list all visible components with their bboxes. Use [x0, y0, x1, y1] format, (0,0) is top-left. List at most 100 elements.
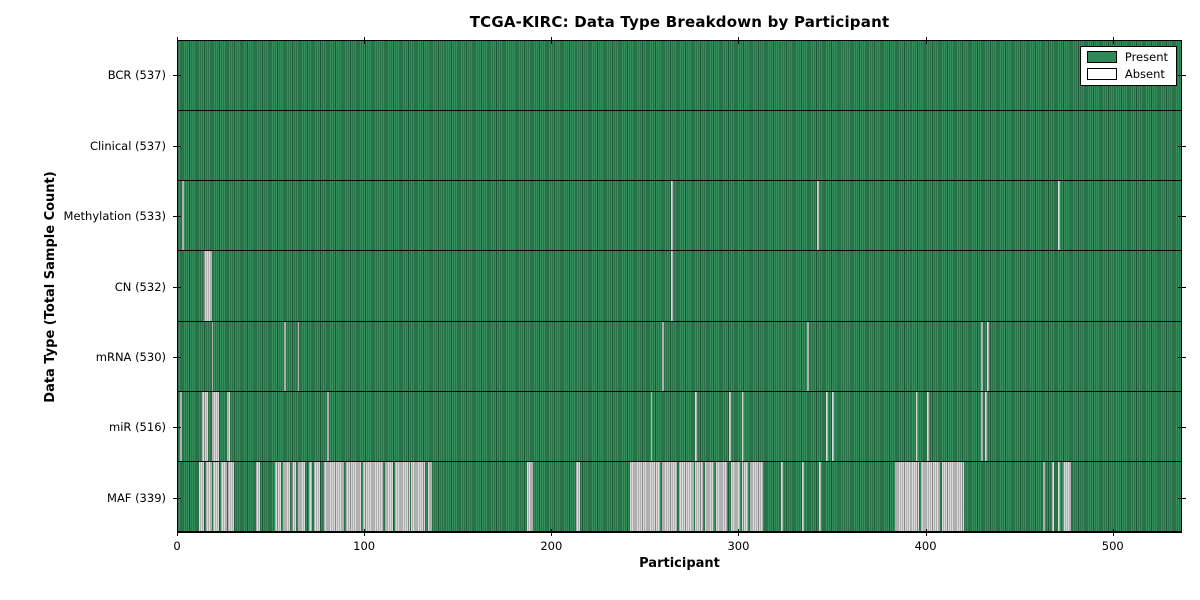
y-tick-label-mrna: mRNA (530) — [95, 349, 166, 364]
presence-row-bcr — [178, 41, 1181, 112]
absent-segment — [818, 461, 821, 531]
presence-row-cn — [178, 251, 1181, 322]
absent-segment — [308, 461, 313, 531]
absent-segment — [728, 391, 731, 461]
y-tick-label-bcr: BCR (537) — [107, 68, 166, 83]
absent-segment — [275, 461, 281, 531]
absent-segment — [926, 391, 929, 461]
tick-mark — [551, 529, 553, 536]
absent-segment — [981, 321, 983, 391]
absent-segment — [228, 461, 235, 531]
presence-row-clinical — [178, 111, 1181, 182]
tick-mark — [925, 37, 927, 44]
y-tick-label-maf: MAF (339) — [107, 490, 166, 505]
absent-segment — [661, 321, 664, 391]
x-tick-label: 500 — [1101, 539, 1124, 553]
absent-segment — [291, 461, 296, 531]
absent-segment — [650, 391, 653, 461]
absent-segment — [661, 461, 677, 531]
absent-segment — [704, 461, 715, 531]
legend-entry-absent: Absent — [1086, 67, 1168, 81]
absent-segment — [282, 461, 291, 531]
legend-swatch-present-icon — [1086, 51, 1117, 63]
absent-segment — [715, 461, 728, 531]
absent-segment — [211, 321, 214, 391]
absent-segment — [981, 391, 983, 461]
absent-segment — [346, 461, 362, 531]
absent-segment — [1057, 181, 1060, 251]
presence-row-methylation — [178, 181, 1181, 252]
tick-mark — [177, 37, 178, 44]
x-tick-label: 400 — [914, 539, 937, 553]
absent-segment — [284, 321, 287, 391]
y-tick-label-mir: miR (516) — [109, 420, 166, 435]
y-tick-label-cn: CN (532) — [114, 279, 166, 294]
absent-segment — [630, 461, 660, 531]
absent-segment — [826, 391, 828, 461]
tick-mark — [1178, 497, 1186, 499]
absent-segment — [256, 461, 261, 531]
absent-segment — [204, 251, 212, 321]
tick-mark — [738, 529, 740, 536]
tick-mark — [177, 529, 178, 536]
absent-segment — [1042, 461, 1045, 531]
absent-segment — [211, 391, 220, 461]
tick-mark — [1178, 286, 1186, 288]
absent-segment — [730, 461, 741, 531]
absent-segment — [801, 461, 804, 531]
absent-segment — [213, 461, 220, 531]
absent-segment — [220, 461, 227, 531]
tick-mark — [173, 356, 181, 358]
absent-segment — [181, 181, 184, 251]
absent-segment — [385, 461, 393, 531]
legend-label-absent: Absent — [1124, 67, 1165, 81]
absent-segment — [323, 461, 345, 531]
legend: Present Absent — [1079, 46, 1177, 86]
y-tick-label-clinical: Clinical (537) — [89, 138, 166, 153]
absent-segment — [781, 461, 784, 531]
tick-mark — [1112, 529, 1114, 536]
tick-mark — [738, 37, 740, 44]
absent-segment — [678, 461, 694, 531]
tick-mark — [551, 37, 553, 44]
plot-area: Present Absent — [177, 40, 1182, 533]
tick-mark — [1178, 145, 1186, 147]
absent-segment — [695, 391, 698, 461]
absent-segment — [986, 321, 989, 391]
tick-mark — [925, 529, 927, 536]
tick-mark — [173, 497, 181, 499]
absent-segment — [941, 461, 965, 531]
x-axis-tick-labels: 0 100 200 300 400 500 — [173, 539, 1182, 555]
absent-segment — [757, 461, 763, 531]
absent-segment — [742, 391, 744, 461]
tick-mark — [1178, 427, 1186, 429]
y-axis-tick-labels: BCR (537) Clinical (537) Methylation (533)… — [0, 40, 168, 533]
tick-mark — [1178, 356, 1186, 358]
absent-segment — [297, 461, 305, 531]
tick-mark — [1178, 216, 1186, 218]
absent-segment — [327, 391, 330, 461]
tick-mark — [1112, 37, 1114, 44]
tick-mark — [173, 145, 181, 147]
absent-segment — [226, 391, 231, 461]
legend-swatch-absent-icon — [1086, 68, 1117, 80]
absent-segment — [394, 461, 410, 531]
x-tick-label: 200 — [540, 539, 563, 553]
absent-segment — [742, 461, 748, 531]
absent-segment — [695, 461, 703, 531]
presence-row-maf — [178, 461, 1181, 532]
absent-segment — [1063, 461, 1071, 531]
absent-segment — [362, 461, 384, 531]
absent-segment — [895, 461, 920, 531]
absent-segment — [206, 461, 212, 531]
tick-mark — [364, 37, 366, 44]
absent-segment — [411, 461, 425, 531]
absent-segment — [671, 181, 673, 251]
absent-segment — [816, 181, 819, 251]
absent-segment — [921, 461, 941, 531]
presence-row-mrna — [178, 321, 1181, 392]
absent-segment — [202, 391, 208, 461]
legend-entry-present: Present — [1086, 51, 1168, 63]
absent-segment — [671, 251, 673, 321]
